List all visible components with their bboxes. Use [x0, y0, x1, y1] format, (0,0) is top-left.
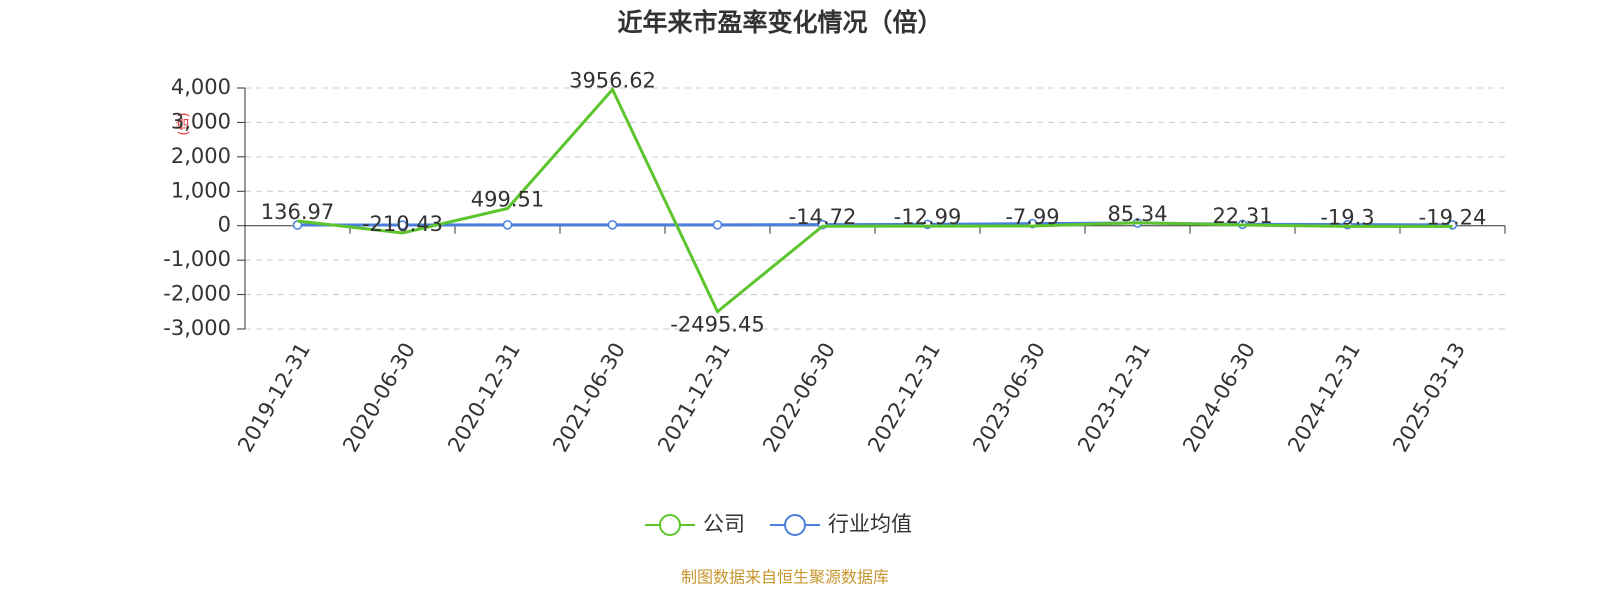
data-label: 499.51: [471, 188, 544, 212]
y-tick-label: 1,000: [171, 178, 231, 202]
y-axis-title: (倍): [177, 112, 192, 135]
data-label: -210.43: [362, 212, 443, 236]
data-label: 3956.62: [569, 68, 656, 92]
legend-label: 公司: [703, 512, 745, 536]
data-label: 85.34: [1107, 202, 1167, 226]
data-label: -2495.45: [670, 313, 764, 337]
y-tick-label: -1,000: [163, 247, 231, 271]
x-tick-label: 2021-06-30: [548, 339, 630, 457]
x-tick-label: 2023-06-30: [968, 339, 1050, 457]
y-tick-label: 3,000: [171, 109, 231, 133]
legend-label: 行业均值: [828, 512, 912, 536]
y-tick-label: -2,000: [163, 282, 231, 306]
x-tick-label: 2022-06-30: [758, 339, 840, 457]
chart-title: 近年来市盈率变化情况（倍）: [617, 8, 942, 37]
x-tick-label: 2020-12-31: [443, 339, 525, 457]
source-note: 制图数据来自恒生聚源数据库: [681, 568, 889, 587]
series-line: [297, 86, 1453, 315]
data-label: -14.72: [789, 205, 857, 229]
data-label: 22.31: [1212, 204, 1272, 228]
y-tick-label: 0: [218, 213, 231, 237]
x-tick-label: 2024-12-31: [1283, 339, 1365, 457]
point-marker: [607, 220, 618, 230]
x-tick-label: 2022-12-31: [863, 339, 945, 457]
data-label: -19.24: [1419, 205, 1487, 229]
legend-marker: [659, 514, 681, 536]
data-label: -7.99: [1005, 205, 1059, 229]
y-tick-label: -3,000: [163, 316, 231, 340]
point-marker: [712, 220, 723, 230]
data-label: -19.3: [1320, 205, 1374, 229]
y-tick-label: 2,000: [171, 144, 231, 168]
x-tick-label: 2020-06-30: [338, 339, 420, 457]
x-tick-label: 2023-12-31: [1073, 339, 1155, 457]
data-label: -12.99: [894, 205, 962, 229]
legend-marker: [784, 514, 806, 536]
point-marker: [502, 220, 513, 230]
x-tick-label: 2024-06-30: [1178, 339, 1260, 457]
x-tick-label: 2021-12-31: [653, 339, 735, 457]
point-marker: [397, 220, 408, 230]
x-tick-label: 2019-12-31: [233, 339, 315, 457]
x-tick-label: 2025-03-13: [1388, 339, 1470, 457]
data-label: 136.97: [261, 200, 334, 224]
y-tick-label: 4,000: [171, 75, 231, 99]
